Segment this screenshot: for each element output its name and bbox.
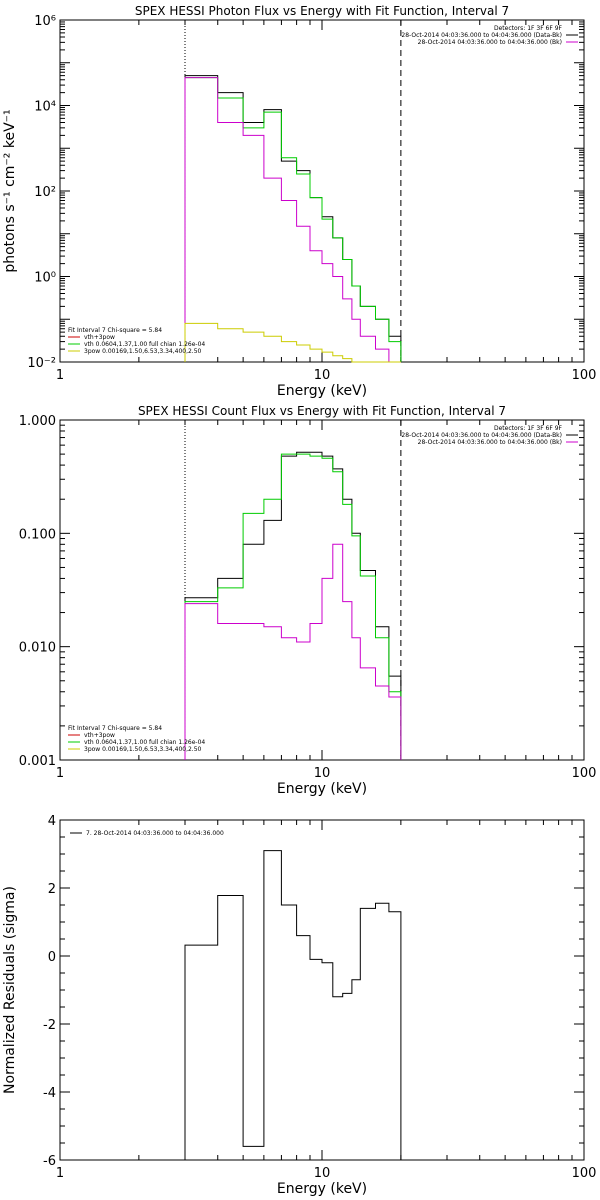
- x-tick-label: 1: [56, 368, 64, 383]
- y-tick-label: 4: [48, 814, 56, 829]
- legend-left-entry: vth 0.0604,1.37,1.00 full chian 1.26e-04: [84, 739, 205, 746]
- plot-frame: [59, 19, 585, 363]
- chart-title: SPEX HESSI Photon Flux vs Energy with Fi…: [135, 4, 509, 18]
- legend-left-entry: 3pow 0.00169,1.50,6.53,3.34,400,2.50: [84, 746, 202, 753]
- y-tick-label: -6: [43, 1154, 56, 1169]
- legend-left-entry: vth+3pow: [84, 334, 115, 341]
- chart-title: SPEX HESSI Count Flux vs Energy with Fit…: [138, 404, 506, 418]
- legend-left-entry: vth 0.0604,1.37,1.00 full chian 1.26e-04: [84, 341, 205, 348]
- y-tick-label: 0.001: [19, 754, 56, 769]
- y-tick-label: 0: [48, 950, 56, 965]
- legend-left-entry: Fit Interval 7 Chi-square = 5.84: [68, 327, 162, 334]
- y-tick-label: 0.100: [19, 527, 56, 542]
- series-step-line-3: [184, 77, 401, 363]
- y-tick-label: 10²: [34, 185, 56, 200]
- y-tick-label: 10⁴: [34, 100, 56, 115]
- chart-panel-2: SPEX HESSI Count Flux vs Energy with Fit…: [19, 404, 597, 797]
- x-axis-label: Energy (keV): [277, 781, 367, 797]
- y-tick-label: 0.010: [19, 641, 56, 656]
- legend-left-entry: Fit Interval 7 Chi-square = 5.84: [68, 725, 162, 732]
- y-tick-label: 2: [48, 882, 56, 897]
- x-tick-label: 10: [314, 766, 331, 781]
- legend-left-entry: 3pow 0.00169,1.50,6.53,3.34,400,2.50: [84, 348, 202, 355]
- y-tick-label: -2: [43, 1018, 56, 1033]
- series-step-line-1: [184, 850, 402, 1160]
- x-axis-label: Energy (keV): [277, 1181, 367, 1197]
- series-step-line-2: [184, 453, 402, 760]
- series-step-line-3: [184, 543, 402, 760]
- legend-right-entry: 28-Oct-2014 04:03:36.000 to 04:04:36.000…: [418, 39, 562, 46]
- legend-entry: 7. 28-Oct-2014 04:03:36.000 to 04:04:36.…: [86, 830, 224, 837]
- legend-right-entry: Detectors: 1F 3F 6F 9F: [494, 25, 563, 32]
- plot-frame: [59, 819, 585, 1161]
- x-tick-label: 10: [314, 368, 331, 383]
- x-tick-label: 1: [56, 766, 64, 781]
- x-tick-label: 1: [56, 1166, 64, 1181]
- y-tick-label: 10⁰: [34, 271, 56, 286]
- y-axis-label: photons s⁻¹ cm⁻² keV⁻¹: [2, 109, 18, 272]
- chart-panel-1: SPEX HESSI Photon Flux vs Energy with Fi…: [2, 4, 596, 399]
- chart-panel-3: 1 10 100 Energy (keV) -6 -4 -2 0 2 4 Normalized Re…: [2, 814, 596, 1197]
- y-tick-label: 1.000: [19, 414, 56, 429]
- x-tick-label: 10: [314, 1166, 331, 1181]
- legend-right-entry: 28-Oct-2014 04:03:36.000 to 04:04:36.000…: [401, 432, 562, 439]
- x-axis-label: Energy (keV): [277, 383, 367, 399]
- legend-right-entry: 28-Oct-2014 04:03:36.000 to 04:04:36.000…: [418, 439, 562, 446]
- legend-right-entry: Detectors: 1F 3F 6F 9F: [494, 425, 563, 432]
- series-step-line-4: [184, 322, 401, 363]
- x-tick-label: 100: [572, 1166, 597, 1181]
- y-tick-label: -4: [43, 1086, 56, 1101]
- x-tick-label: 100: [572, 368, 597, 383]
- y-tick-label: 10⁶: [34, 14, 56, 29]
- y-axis-label: Normalized Residuals (sigma): [2, 886, 18, 1094]
- y-tick-label: 10⁻²: [27, 356, 56, 371]
- legend-right-entry: 28-Oct-2014 04:03:36.000 to 04:04:36.000…: [401, 32, 562, 39]
- x-tick-label: 100: [572, 766, 597, 781]
- legend-left-entry: vth+3pow: [84, 732, 115, 739]
